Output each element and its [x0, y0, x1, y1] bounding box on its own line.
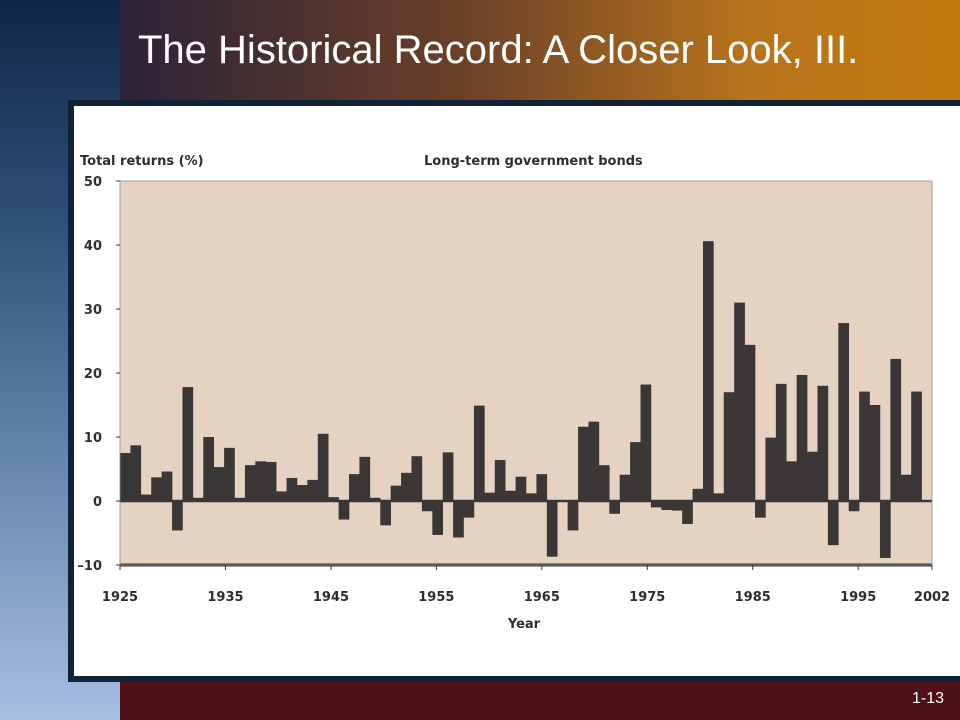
slide-number: 1-13: [911, 690, 944, 707]
chart-panel: [74, 106, 960, 676]
title-bar: [120, 0, 960, 100]
slide-title: The Historical Record: A Closer Look, II…: [138, 28, 859, 72]
footer-bar: [120, 680, 960, 720]
